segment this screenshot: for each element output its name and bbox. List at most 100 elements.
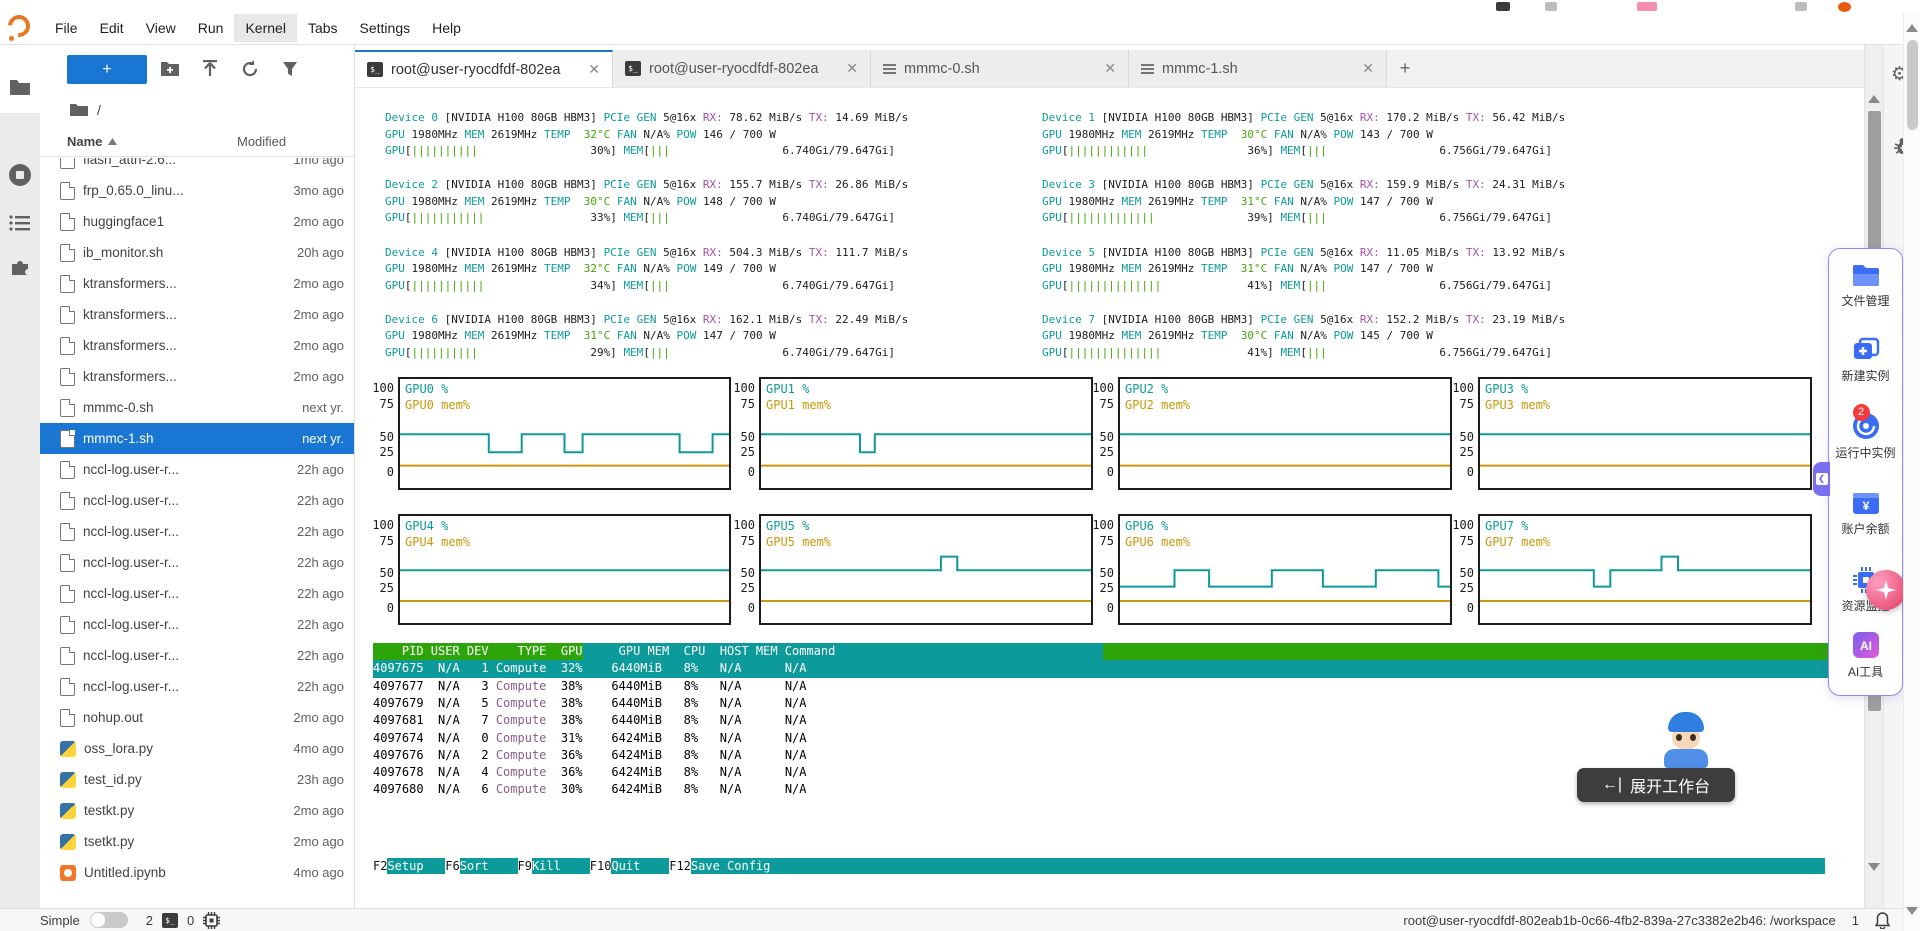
panel-collapse-handle[interactable]: ❮ [1813, 462, 1830, 496]
file-row[interactable]: nccl-log.user-r...22h ago [40, 640, 354, 671]
fkey-F2[interactable]: F2 [373, 858, 387, 874]
file-row[interactable]: ktransformers...2mo ago [40, 299, 354, 330]
browser-scroll-up[interactable] [1906, 24, 1918, 32]
file-list[interactable]: flash_attn-2.6...1mo agofrp_0.65.0_linu.… [40, 158, 354, 908]
process-row[interactable]: 4097681 N/A 7 Compute 38% 6440MiB 8% N/A… [373, 712, 1847, 729]
process-row[interactable]: 4097677 N/A 3 Compute 38% 6440MiB 8% N/A… [373, 678, 1847, 695]
file-row[interactable]: tsetkt.py2mo ago [40, 826, 354, 857]
process-row[interactable]: 4097679 N/A 5 Compute 38% 6440MiB 8% N/A… [373, 695, 1847, 712]
filter-icon[interactable] [273, 54, 307, 84]
tab-root@user-ryocdfdf-802ea[interactable]: $_root@user-ryocdfdf-802ea✕ [355, 50, 613, 87]
panel-item-wallet[interactable]: ¥账户余额 [1829, 492, 1902, 537]
function-key-bar: F2Setup F6Sort F9Kill F10Quit F12Save Co… [373, 858, 1825, 874]
panel-item-new-instance[interactable]: 新建实例 [1829, 337, 1902, 384]
file-row[interactable]: Untitled.ipynb4mo ago [40, 857, 354, 888]
chart-title: GPU4 % [405, 518, 448, 534]
menu-item-run[interactable]: Run [187, 14, 235, 42]
worker-mascot [1658, 712, 1714, 768]
fkey-F6[interactable]: F6 [445, 858, 459, 874]
panel-item-ai[interactable]: AIAI工具 [1829, 631, 1902, 680]
breadcrumb-root[interactable]: / [97, 102, 101, 118]
fkey-label: Quit [611, 858, 669, 874]
menu-item-edit[interactable]: Edit [89, 14, 135, 42]
process-row[interactable]: 4097675 N/A 1 Compute 32% 6440MiB 8% N/A… [373, 660, 1847, 677]
menu-item-kernel[interactable]: Kernel [234, 14, 296, 42]
fkey-F12[interactable]: F12 [669, 858, 691, 874]
file-row[interactable]: flash_attn-2.6...1mo ago [40, 158, 354, 175]
running-sessions-icon[interactable] [0, 155, 40, 195]
file-row[interactable]: nccl-log.user-r...22h ago [40, 609, 354, 640]
chart-plot [761, 379, 1091, 488]
tab-mmmc-0.sh[interactable]: mmmc-0.sh✕ [871, 50, 1129, 87]
browser-scrollbar[interactable] [1903, 12, 1920, 931]
column-name[interactable]: Name [67, 134, 237, 149]
menu-item-settings[interactable]: Settings [349, 14, 422, 42]
upload-icon[interactable] [193, 54, 227, 84]
ai-assistant-button[interactable] [1866, 570, 1906, 610]
fkey-F10[interactable]: F10 [590, 858, 612, 874]
simple-mode-toggle[interactable] [90, 912, 128, 928]
expand-workbench-button[interactable]: ←| 展开工作台 [1577, 768, 1735, 802]
file-row[interactable]: test_id.py23h ago [40, 764, 354, 795]
extensions-icon[interactable] [0, 247, 40, 287]
close-icon[interactable]: ✕ [842, 60, 862, 77]
panel-item-label: 运行中实例 [1835, 444, 1895, 461]
tab-mmmc-1.sh[interactable]: mmmc-1.sh✕ [1129, 50, 1387, 87]
y-tick-label: 0 [715, 601, 755, 615]
file-row[interactable]: nccl-log.user-r...22h ago [40, 485, 354, 516]
gpu-chart-7: GPU7 %GPU7 mem% [1478, 514, 1812, 625]
file-row[interactable]: nccl-log.user-r...22h ago [40, 578, 354, 609]
y-tick-label: 50 [715, 566, 755, 580]
new-launcher-button[interactable]: + [67, 55, 147, 84]
file-row[interactable]: mmmc-0.shnext yr. [40, 392, 354, 423]
file-row[interactable]: frp_0.65.0_linu...3mo ago [40, 175, 354, 206]
panel-item-folder[interactable]: 文件管理 [1829, 264, 1902, 309]
refresh-icon[interactable] [233, 54, 267, 84]
file-browser-toolbar: + [40, 45, 354, 93]
file-row[interactable]: ktransformers...2mo ago [40, 330, 354, 361]
new-folder-icon[interactable] [153, 54, 187, 84]
device-block-4: Device 4 [NVIDIA H100 80GB HBM3] PCIe GE… [385, 245, 908, 295]
file-row[interactable]: mmmc-1.shnext yr. [40, 423, 354, 454]
file-row[interactable]: ktransformers...2mo ago [40, 268, 354, 299]
close-icon[interactable]: ✕ [584, 61, 604, 78]
new-tab-button[interactable]: + [1387, 50, 1423, 87]
file-row[interactable]: testkt.py2mo ago [40, 795, 354, 826]
browser-scroll-down[interactable] [1906, 907, 1918, 915]
menu-item-help[interactable]: Help [421, 14, 472, 42]
file-name: ktransformers... [83, 369, 272, 384]
file-row[interactable]: nccl-log.user-r...22h ago [40, 547, 354, 578]
file-row[interactable]: oss_lora.py4mo ago [40, 733, 354, 764]
file-row[interactable]: ktransformers...2mo ago [40, 361, 354, 392]
files-icon[interactable] [0, 67, 40, 107]
close-icon[interactable]: ✕ [1100, 60, 1120, 77]
process-row[interactable]: 4097676 N/A 2 Compute 36% 6424MiB 8% N/A… [373, 747, 1847, 764]
table-of-contents-icon[interactable] [0, 203, 40, 243]
menu-item-tabs[interactable]: Tabs [297, 14, 349, 42]
fkey-F9[interactable]: F9 [518, 858, 532, 874]
menu-item-file[interactable]: File [44, 14, 89, 42]
browser-scrollbar-thumb[interactable] [1907, 40, 1918, 130]
file-row[interactable]: nccl-log.user-r...22h ago [40, 516, 354, 547]
file-row[interactable]: nccl-log.user-r...22h ago [40, 454, 354, 485]
close-icon[interactable]: ✕ [1358, 60, 1378, 77]
menu-item-view[interactable]: View [135, 14, 187, 42]
column-modified[interactable]: Modified [237, 134, 286, 149]
file-row[interactable]: nccl-log.user-r...22h ago [40, 671, 354, 702]
process-table-header: PID USER DEV TYPE GPU GPU MEM CPU HOST M… [373, 643, 1847, 660]
file-row[interactable]: ib_monitor.sh20h ago [40, 237, 354, 268]
process-row[interactable]: 4097674 N/A 0 Compute 31% 6424MiB 8% N/A… [373, 730, 1847, 747]
doc-file-icon [60, 337, 75, 355]
bell-icon[interactable] [1875, 912, 1890, 929]
y-tick-label: 25 [715, 581, 755, 595]
scroll-up-arrow[interactable] [1868, 95, 1880, 103]
file-modified: 2mo ago [272, 276, 344, 291]
breadcrumb[interactable]: / [40, 93, 354, 127]
file-row[interactable]: nohup.out2mo ago [40, 702, 354, 733]
file-name: nccl-log.user-r... [83, 524, 272, 539]
file-row[interactable]: huggingface12mo ago [40, 206, 354, 237]
tab-root@user-ryocdfdf-802ea[interactable]: $_root@user-ryocdfdf-802ea✕ [613, 50, 871, 87]
file-modified: 2mo ago [272, 369, 344, 384]
panel-item-running[interactable]: 2运行中实例 [1829, 412, 1902, 461]
scroll-down-arrow[interactable] [1868, 863, 1880, 871]
